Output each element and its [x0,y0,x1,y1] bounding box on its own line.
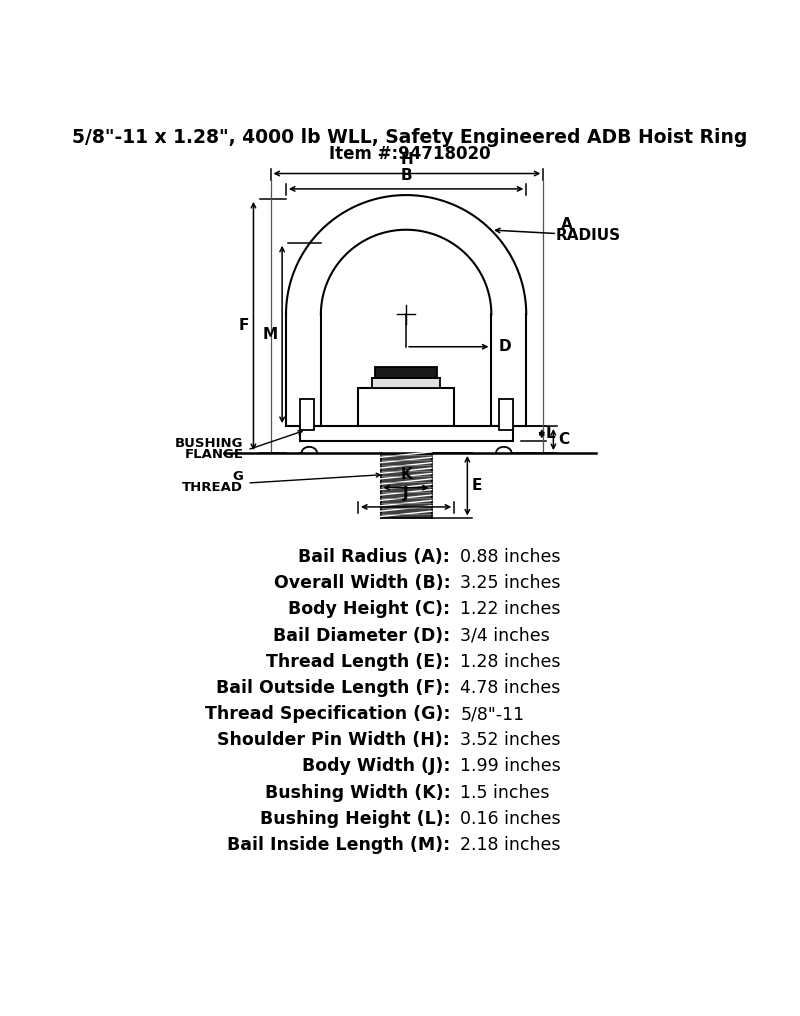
Text: 0.16 inches: 0.16 inches [460,810,561,828]
Text: Bushing Height (L):: Bushing Height (L): [259,810,450,828]
Text: THREAD: THREAD [182,482,243,494]
Text: 3/4 inches: 3/4 inches [460,627,550,644]
Bar [300,399,314,430]
Text: 5/8"-11 x 1.28", 4000 lb WLL, Safety Engineered ADB Hoist Ring: 5/8"-11 x 1.28", 4000 lb WLL, Safety Eng… [72,128,748,147]
Text: K: K [400,466,412,482]
Text: E: E [471,479,482,493]
Text: 3.25 inches: 3.25 inches [460,574,561,592]
Text: BUSHING: BUSHING [175,437,243,450]
Text: 3.52 inches: 3.52 inches [460,732,561,749]
Text: C: C [558,432,569,447]
Text: Item #:94718020: Item #:94718020 [329,145,491,163]
Text: Bail Diameter (D):: Bail Diameter (D): [273,627,450,644]
Text: Thread Specification (G):: Thread Specification (G): [205,705,450,723]
Text: FLANGE: FLANGE [184,448,243,461]
Text: 4.78 inches: 4.78 inches [460,679,561,697]
Text: RADIUS: RADIUS [556,229,621,244]
Text: Body Height (C):: Body Height (C): [288,600,450,619]
Text: Bail Outside Length (F):: Bail Outside Length (F): [216,679,450,697]
Text: G: G [233,470,243,484]
Bar [499,399,513,430]
Text: L: L [546,427,555,441]
Bar [300,426,513,442]
Text: Bail Inside Length (M):: Bail Inside Length (M): [227,836,450,854]
Text: 1.5 inches: 1.5 inches [460,783,550,802]
Text: Bushing Width (K):: Bushing Width (K): [265,783,450,802]
Text: 1.99 inches: 1.99 inches [460,757,561,775]
Text: Thread Length (E):: Thread Length (E): [266,652,450,671]
Text: 2.18 inches: 2.18 inches [460,836,561,854]
Bar [358,387,454,426]
Text: Bail Radius (A):: Bail Radius (A): [298,548,450,566]
Bar [381,453,432,518]
Text: 0.88 inches: 0.88 inches [460,548,561,566]
Text: Overall Width (B):: Overall Width (B): [274,574,450,592]
Text: H: H [401,152,414,168]
Text: 1.22 inches: 1.22 inches [460,600,561,619]
Text: D: D [499,339,512,355]
Text: F: F [238,318,249,333]
Text: Body Width (J):: Body Width (J): [302,757,450,775]
Text: M: M [263,327,278,342]
Text: 5/8"-11: 5/8"-11 [460,705,525,723]
Text: J: J [403,486,409,501]
Text: A: A [561,216,573,232]
Text: Shoulder Pin Width (H):: Shoulder Pin Width (H): [218,732,450,749]
Text: B: B [400,168,412,183]
Bar [372,378,440,387]
Bar [375,367,437,378]
Text: 1.28 inches: 1.28 inches [460,652,561,671]
